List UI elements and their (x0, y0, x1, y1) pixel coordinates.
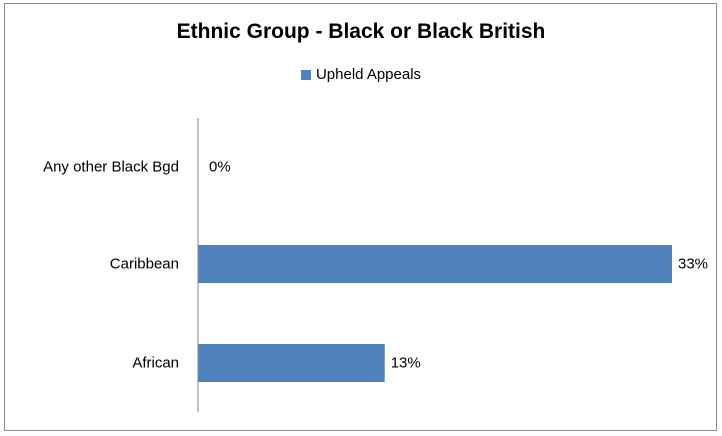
value-label-caribbean: 33% (678, 256, 708, 273)
category-label-any-other-black-bgd: Any other Black Bgd (43, 159, 179, 176)
category-label-african: African (132, 355, 179, 372)
value-labels: 0% 33% 13% (209, 159, 708, 372)
value-label-african: 13% (391, 355, 421, 372)
category-label-caribbean: Caribbean (110, 256, 179, 273)
chart-title: Ethnic Group - Black or Black British (176, 20, 546, 43)
bars (198, 245, 672, 382)
bar-african (198, 344, 385, 382)
category-labels: Any other Black Bgd Caribbean African (43, 159, 179, 372)
legend-label: Upheld Appeals (315, 66, 422, 83)
legend: Upheld Appeals (0, 66, 722, 83)
bar-caribbean (198, 245, 672, 283)
value-label-any-other-black-bgd: 0% (209, 159, 231, 176)
legend-swatch (300, 69, 311, 80)
